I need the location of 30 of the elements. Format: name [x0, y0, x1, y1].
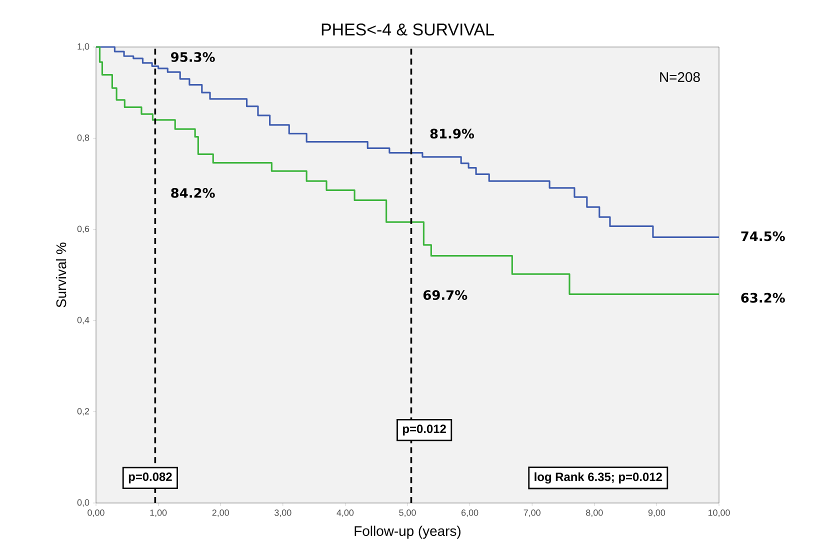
x-tick-label: 6,00 — [462, 510, 478, 517]
annotation: log Rank 6.35; p=0.012 — [534, 472, 662, 484]
annotation: p=0.012 — [403, 424, 446, 436]
annotation: N=208 — [660, 72, 700, 82]
annotation: 84.2% — [171, 188, 215, 198]
x-tick-label: 8,00 — [586, 510, 603, 517]
x-tick-label: 7,00 — [524, 510, 540, 517]
y-tick-label: 0,8 — [77, 134, 90, 142]
y-tick-label: 0,4 — [77, 316, 90, 324]
y-axis-title: Survival % — [56, 242, 66, 308]
y-tick-label: 1,0 — [78, 43, 90, 51]
x-tick-label: 3,00 — [274, 510, 292, 517]
chart-title: PHES<-4 & SURVIVAL — [322, 24, 494, 36]
x-tick-label: 9,00 — [648, 510, 666, 517]
x-tick-label: 0,00 — [88, 510, 104, 517]
y-tick-label: 0,2 — [77, 408, 90, 416]
x-tick-label: 5,00 — [399, 510, 416, 517]
annotation: p=0.082 — [128, 472, 172, 484]
y-tick-label: 0,6 — [77, 226, 90, 234]
annotation: 81.9% — [430, 128, 474, 139]
x-tick-label: 4,00 — [336, 510, 354, 517]
annotation: 95.3% — [171, 52, 215, 62]
x-tick-label: 10,00 — [708, 510, 730, 517]
annotation: 69.7% — [423, 290, 468, 300]
x-axis-title: Follow-up (years) — [354, 526, 460, 539]
text: 63.2% — [741, 292, 785, 303]
x-tick-label: 2,00 — [212, 510, 229, 517]
x-tick-label: 1,00 — [150, 510, 167, 517]
text: 74.5% — [741, 231, 785, 242]
y-tick-label: 0,0 — [77, 499, 90, 507]
